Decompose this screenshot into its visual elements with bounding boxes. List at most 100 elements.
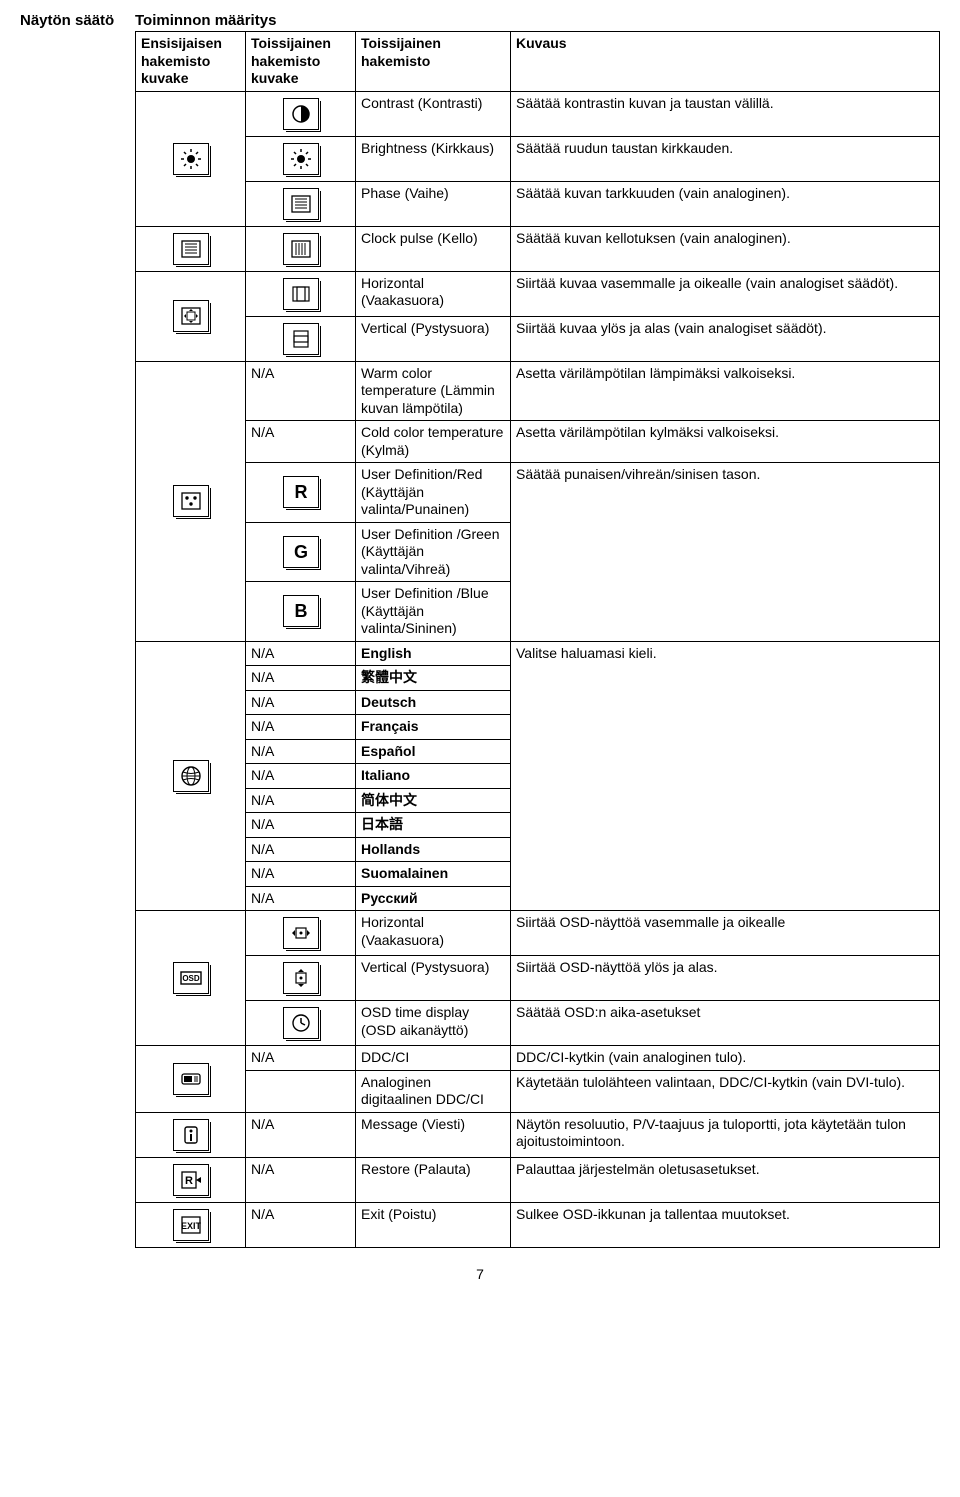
function-name: Warm color temperature (Lämmin kuvan läm… <box>356 361 511 421</box>
description: DDC/CI-kytkin (vain analoginen tulo). <box>511 1046 940 1071</box>
secondary-col <box>246 271 356 316</box>
secondary-col <box>246 181 356 226</box>
table-row: N/AWarm color temperature (Lämmin kuvan … <box>136 361 940 421</box>
phase-icon <box>173 233 209 265</box>
primary-icon-cell <box>136 1157 246 1202</box>
table-row: Vertical (Pystysuora)Siirtää kuvaa ylös … <box>136 316 940 361</box>
function-name: Vertical (Pystysuora) <box>356 956 511 1001</box>
table-row: Vertical (Pystysuora)Siirtää OSD-näyttöä… <box>136 956 940 1001</box>
osd-table: Ensisijaisen hakemisto kuvake Toissijain… <box>135 31 940 1248</box>
secondary-col: N/A <box>246 1157 356 1202</box>
secondary-col: N/A <box>246 813 356 838</box>
table-row: Horizontal (Vaakasuora)Siirtää OSD-näytt… <box>136 911 940 956</box>
table-row: Horizontal (Vaakasuora)Siirtää kuvaa vas… <box>136 271 940 316</box>
info-icon <box>173 1119 209 1151</box>
function-name: Message (Viesti) <box>356 1112 511 1157</box>
table-row: N/AEnglishValitse haluamasi kieli. <box>136 641 940 666</box>
brightness-icon <box>283 143 319 175</box>
secondary-col <box>246 522 356 582</box>
table-row: Phase (Vaihe)Säätää kuvan tarkkuuden (va… <box>136 181 940 226</box>
header-row: Ensisijaisen hakemisto kuvake Toissijain… <box>136 32 940 92</box>
table-row: User Definition/Red (Käyttäjän valinta/P… <box>136 463 940 523</box>
secondary-col <box>246 91 356 136</box>
page-number: 7 <box>20 1266 940 1282</box>
function-name: Phase (Vaihe) <box>356 181 511 226</box>
secondary-col: N/A <box>246 886 356 911</box>
restore-icon <box>173 1164 209 1196</box>
contrast-icon <box>283 98 319 130</box>
hpos-icon <box>283 278 319 310</box>
table-row: N/AMessage (Viesti)Näytön resoluutio, P/… <box>136 1112 940 1157</box>
secondary-col: N/A <box>246 739 356 764</box>
osdh-icon <box>283 917 319 949</box>
hdr-c1: Ensisijaisen hakemisto kuvake <box>136 32 246 92</box>
phase-icon <box>283 188 319 220</box>
function-name: Cold color temperature (Kylmä) <box>356 421 511 463</box>
function-name: Analoginen digitaalinen DDC/CI <box>356 1070 511 1112</box>
function-name: Restore (Palauta) <box>356 1157 511 1202</box>
R-icon <box>283 476 319 508</box>
exit-icon <box>173 1209 209 1241</box>
secondary-col: N/A <box>246 641 356 666</box>
primary-icon-cell <box>136 911 246 1046</box>
table-row: N/AExit (Poistu)Sulkee OSD-ikkunan ja ta… <box>136 1202 940 1247</box>
outer-heading: Näytön säätö <box>20 12 129 29</box>
secondary-col <box>246 956 356 1001</box>
table-row: N/ADDC/CIDDC/CI-kytkin (vain analoginen … <box>136 1046 940 1071</box>
osdtime-icon <box>283 1007 319 1039</box>
table-row: N/ACold color temperature (Kylmä)Asetta … <box>136 421 940 463</box>
function-name: Brightness (Kirkkaus) <box>356 136 511 181</box>
G-icon <box>283 536 319 568</box>
outer-heading-col: Näytön säätö <box>20 12 135 29</box>
function-name: Español <box>356 739 511 764</box>
function-name: Vertical (Pystysuora) <box>356 316 511 361</box>
ddcci-icon <box>173 1063 209 1095</box>
clock-icon <box>283 233 319 265</box>
function-name: 简体中文 <box>356 788 511 813</box>
function-name: User Definition/Red (Käyttäjän valinta/P… <box>356 463 511 523</box>
vpos-icon <box>283 323 319 355</box>
description: Säätää kuvan kellotuksen (vain analogine… <box>511 226 940 271</box>
B-icon <box>283 595 319 627</box>
secondary-col: N/A <box>246 421 356 463</box>
function-name: 日本語 <box>356 813 511 838</box>
primary-icon-cell <box>136 1046 246 1113</box>
secondary-col: N/A <box>246 690 356 715</box>
function-name: Hollands <box>356 837 511 862</box>
description: Säätää kuvan tarkkuuden (vain analoginen… <box>511 181 940 226</box>
description: Siirtää OSD-näyttöä ylös ja alas. <box>511 956 940 1001</box>
hdr-c2: Toissijainen hakemisto kuvake <box>246 32 356 92</box>
secondary-col <box>246 463 356 523</box>
primary-icon-cell <box>136 641 246 911</box>
secondary-col: N/A <box>246 715 356 740</box>
table-row: OSD time display (OSD aikanäyttö)Säätää … <box>136 1001 940 1046</box>
hdr-c4: Kuvaus <box>511 32 940 92</box>
function-name: DDC/CI <box>356 1046 511 1071</box>
function-name: Русский <box>356 886 511 911</box>
table-row: Analoginen digitaalinen DDC/CIKäytetään … <box>136 1070 940 1112</box>
secondary-col <box>246 136 356 181</box>
primary-icon-cell <box>136 271 246 361</box>
function-name: Italiano <box>356 764 511 789</box>
osdv-icon <box>283 962 319 994</box>
function-name: 繁體中文 <box>356 666 511 691</box>
description: Asetta värilämpötilan kylmäksi valkoisek… <box>511 421 940 463</box>
function-name: Contrast (Kontrasti) <box>356 91 511 136</box>
primary-icon-cell <box>136 91 246 226</box>
secondary-col <box>246 316 356 361</box>
description: Palauttaa järjestelmän oletusasetukset. <box>511 1157 940 1202</box>
secondary-col: N/A <box>246 1202 356 1247</box>
description: Siirtää OSD-näyttöä vasemmalle ja oikeal… <box>511 911 940 956</box>
description: Säätää OSD:n aika-asetukset <box>511 1001 940 1046</box>
function-name: User Definition /Green (Käyttäjän valint… <box>356 522 511 582</box>
secondary-col <box>246 1070 356 1112</box>
primary-icon-cell <box>136 1112 246 1157</box>
description: Säätää punaisen/vihreän/sinisen tason. <box>511 463 940 642</box>
page-content: Näytön säätö Toiminnon määritys Ensisija… <box>20 12 940 1248</box>
secondary-col <box>246 1001 356 1046</box>
secondary-col <box>246 911 356 956</box>
description: Säätää kontrastin kuvan ja taustan välil… <box>511 91 940 136</box>
description: Siirtää kuvaa ylös ja alas (vain analogi… <box>511 316 940 361</box>
function-name: Suomalainen <box>356 862 511 887</box>
function-name: Clock pulse (Kello) <box>356 226 511 271</box>
